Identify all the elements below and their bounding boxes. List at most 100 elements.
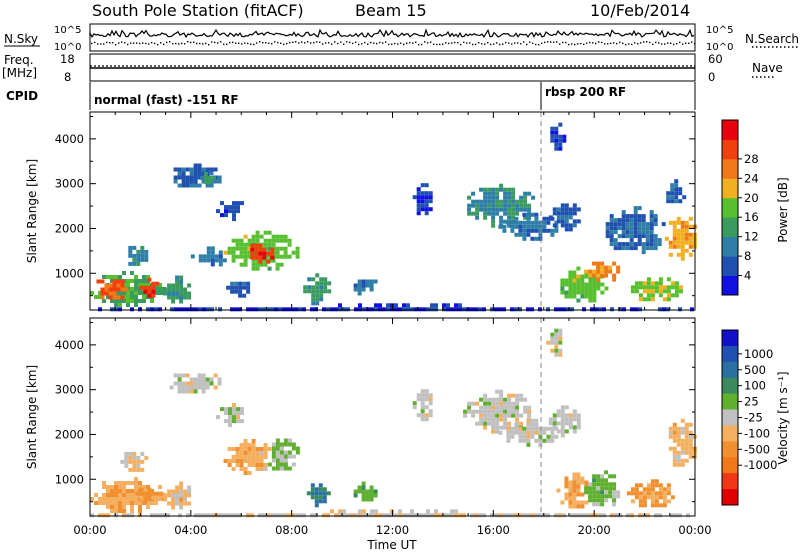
power-cell bbox=[499, 207, 504, 212]
power-cell bbox=[231, 246, 236, 251]
power-colorbar-swatch bbox=[722, 217, 738, 238]
power-cell bbox=[498, 224, 503, 229]
power-cell bbox=[238, 307, 242, 312]
velocity-cell bbox=[568, 417, 573, 422]
power-cell bbox=[554, 130, 559, 135]
velocity-cell bbox=[266, 513, 270, 518]
velocity-cell bbox=[630, 513, 634, 518]
velocity-cell bbox=[318, 495, 323, 500]
velocity-cell bbox=[564, 413, 569, 418]
power-cell bbox=[266, 251, 271, 256]
power-cell bbox=[134, 279, 138, 283]
power-cell bbox=[315, 273, 320, 278]
power-cell bbox=[163, 291, 168, 296]
power-cell bbox=[167, 287, 172, 292]
power-cell bbox=[580, 278, 585, 283]
velocity-cell bbox=[680, 426, 685, 431]
velocity-cell bbox=[523, 405, 528, 410]
power-cell bbox=[538, 236, 543, 241]
nsearch-dot bbox=[556, 41, 558, 43]
power-cell bbox=[298, 307, 302, 312]
velocity-cell bbox=[576, 492, 581, 497]
power-cell bbox=[254, 243, 259, 248]
nsearch-dot bbox=[301, 41, 303, 43]
velocity-cell bbox=[638, 483, 643, 488]
nsearch-dot bbox=[598, 41, 600, 43]
power-cell bbox=[262, 255, 267, 260]
velocity-cell bbox=[428, 409, 433, 414]
velocity-cell bbox=[678, 513, 682, 518]
velocity-cell bbox=[420, 417, 425, 422]
velocity-cell bbox=[263, 451, 268, 455]
velocity-cell bbox=[163, 493, 168, 498]
velocity-cell bbox=[287, 450, 292, 455]
velocity-cell bbox=[538, 438, 543, 443]
velocity-cell bbox=[568, 421, 573, 426]
power-cell bbox=[181, 175, 186, 180]
velocity-cell bbox=[514, 430, 519, 435]
nsearch-dot bbox=[214, 41, 216, 44]
power-cell bbox=[228, 205, 232, 210]
velocity-cell bbox=[546, 513, 550, 518]
power-cell bbox=[315, 297, 320, 302]
power-cell bbox=[491, 199, 496, 204]
velocity-cell bbox=[604, 482, 609, 487]
velocity-cell bbox=[483, 417, 488, 422]
power-cell bbox=[258, 251, 263, 256]
velocity-heatmap-cells bbox=[90, 328, 697, 518]
power-cell bbox=[566, 307, 570, 312]
velocity-cell bbox=[236, 407, 240, 412]
power-cell bbox=[112, 291, 117, 296]
power-cell bbox=[238, 289, 243, 294]
power-cell bbox=[638, 297, 643, 302]
power-cell bbox=[664, 236, 669, 241]
velocity-cell bbox=[369, 485, 374, 490]
velocity-cell bbox=[670, 513, 674, 518]
velocity-cell bbox=[506, 426, 511, 431]
velocity-cell bbox=[576, 425, 581, 430]
velocity-cell bbox=[167, 489, 172, 494]
velocity-cell bbox=[527, 405, 532, 410]
power-cell bbox=[613, 226, 618, 231]
power-cell bbox=[189, 167, 194, 172]
power-cell bbox=[645, 238, 650, 243]
nsearch-dot bbox=[646, 41, 648, 43]
power-cell bbox=[564, 211, 569, 216]
velocity-cell bbox=[255, 455, 260, 459]
power-cell bbox=[122, 299, 126, 303]
power-cell bbox=[625, 246, 630, 251]
power-cell bbox=[637, 238, 642, 243]
velocity-cell bbox=[676, 434, 681, 439]
power-cell bbox=[609, 214, 614, 219]
power-cell bbox=[247, 246, 252, 251]
power-cell bbox=[197, 167, 202, 172]
velocity-cell bbox=[187, 501, 192, 506]
power-cell bbox=[239, 238, 244, 243]
velocity-cell bbox=[278, 513, 282, 518]
velocity-cell bbox=[527, 409, 532, 414]
power-cell bbox=[499, 203, 504, 208]
nsearch-dot bbox=[688, 42, 690, 44]
velocity-cell bbox=[558, 513, 562, 518]
power-cell bbox=[258, 255, 263, 260]
power-cell bbox=[625, 214, 630, 219]
power-cell bbox=[193, 167, 198, 172]
xtick-0400: 04:00 bbox=[174, 523, 207, 537]
power-cell bbox=[130, 307, 134, 312]
power-cell bbox=[637, 222, 642, 227]
velocity-cell bbox=[197, 381, 202, 386]
power-cell bbox=[136, 253, 141, 258]
power-cell bbox=[584, 274, 589, 279]
nsearch-dot bbox=[397, 43, 399, 45]
power-cell bbox=[110, 275, 114, 279]
velocity-cell bbox=[491, 409, 496, 414]
power-cell bbox=[134, 303, 138, 307]
nave-tick-bottom: 0 bbox=[708, 70, 715, 84]
power-cell bbox=[653, 246, 658, 251]
power-cell bbox=[580, 286, 585, 291]
velocity-cell bbox=[576, 421, 581, 426]
power-cell bbox=[564, 203, 569, 208]
velocity-cell bbox=[495, 409, 500, 414]
velocity-cell bbox=[526, 434, 531, 439]
vel-cbar-tick-1000: 1000 bbox=[744, 347, 773, 361]
